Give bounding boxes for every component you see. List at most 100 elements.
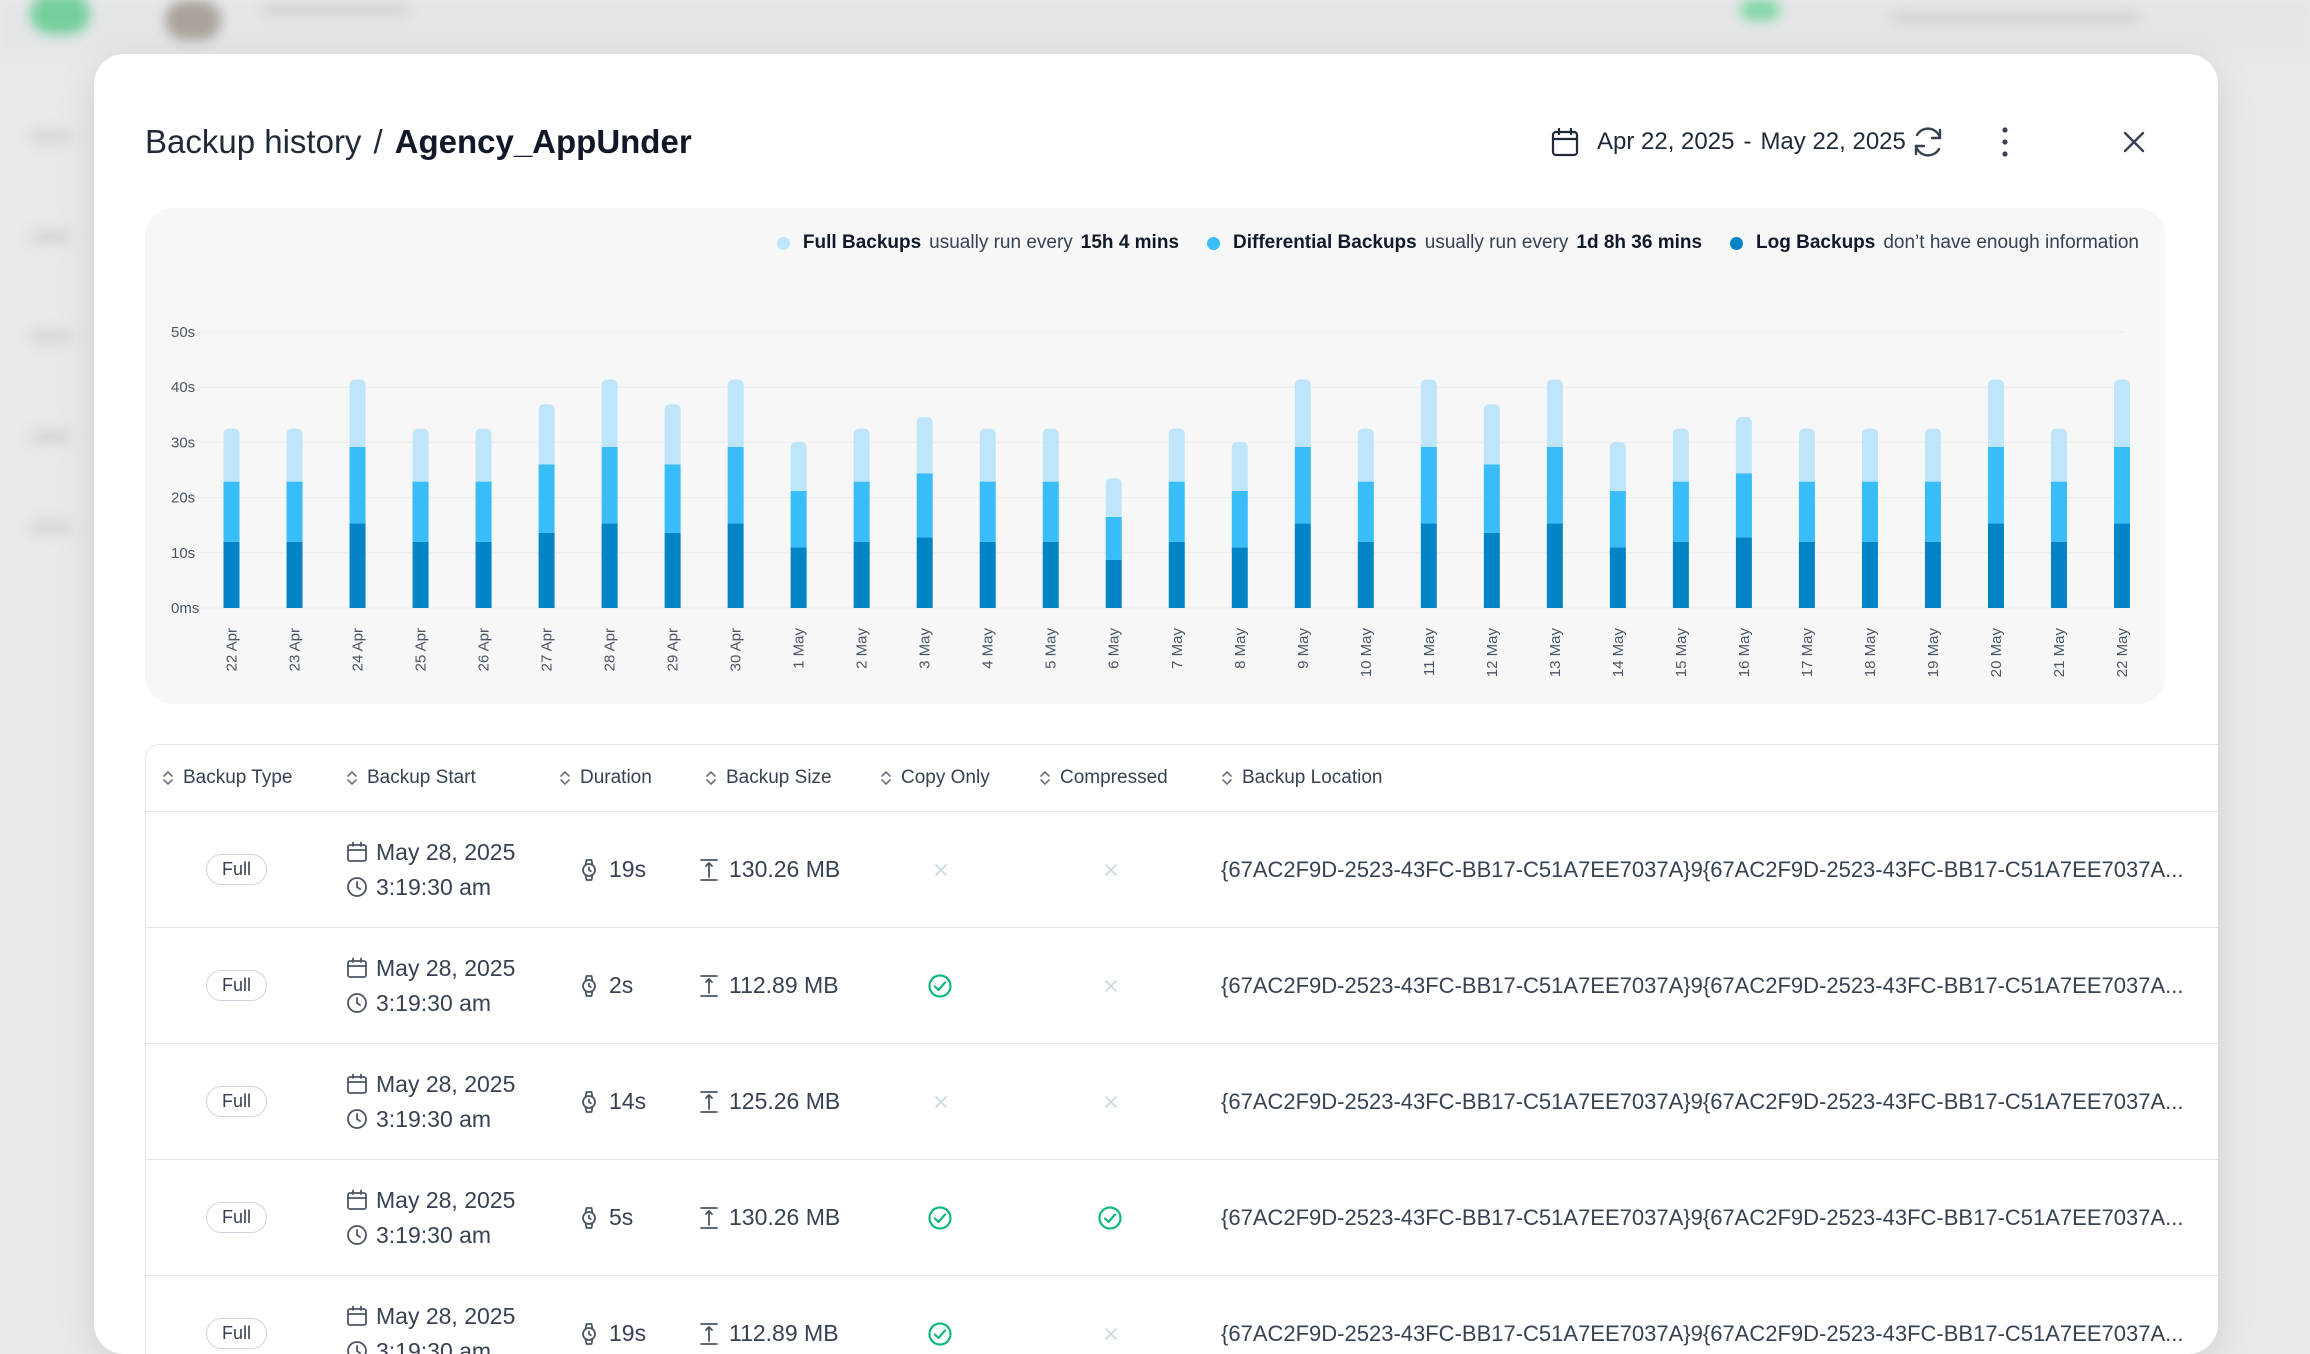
background-text [1890, 10, 2140, 24]
bar-segment [791, 442, 807, 491]
bar-segment [1925, 482, 1941, 542]
duration-cell: 19s [579, 812, 646, 927]
clock-icon [346, 876, 368, 898]
bar-segment [1610, 547, 1626, 608]
sort-icon [559, 769, 571, 787]
backup-time: 3:19:30 am [376, 1338, 491, 1354]
breadcrumb-current: Agency_AppUnder [395, 123, 692, 160]
backup-location-cell[interactable]: {67AC2F9D-2523-43FC-BB17-C51A7EE7037A}9{… [1221, 1044, 2211, 1159]
bar-segment [539, 464, 555, 532]
column-header-copy-only[interactable]: Copy Only [880, 745, 990, 811]
backup-time: 3:19:30 am [376, 1106, 491, 1133]
x-tick-label: 9 May [1295, 628, 1312, 669]
sort-icon [1221, 769, 1233, 787]
backup-date: May 28, 2025 [376, 839, 515, 866]
clock-icon [346, 1340, 368, 1354]
backup-location-cell[interactable]: {67AC2F9D-2523-43FC-BB17-C51A7EE7037A}9{… [1221, 1276, 2211, 1354]
bar-segment [1925, 429, 1941, 482]
column-header-compressed[interactable]: Compressed [1039, 745, 1168, 811]
backup-table: Backup Type Backup Start Duration Backup Si… [145, 744, 2218, 1354]
bar-segment [854, 542, 870, 608]
duration-cell: 2s [579, 928, 633, 1043]
more-options-button[interactable] [1981, 118, 2029, 166]
bar-segment [1232, 491, 1248, 547]
bar-segment [1799, 429, 1815, 482]
backup-type-badge: Full [206, 1086, 267, 1117]
compressed-cell [1104, 1276, 1118, 1354]
calendar-icon [346, 1189, 368, 1211]
bar-segment [1547, 447, 1563, 524]
background-text [260, 2, 410, 16]
bar-segment [854, 482, 870, 542]
stopwatch-icon [579, 974, 599, 998]
close-button[interactable] [2110, 118, 2158, 166]
clock-icon [346, 992, 368, 1014]
column-header-label: Compressed [1060, 767, 1168, 789]
y-tick-label: 30s [171, 434, 195, 451]
bar-segment [1169, 482, 1185, 542]
backup-location-cell[interactable]: {67AC2F9D-2523-43FC-BB17-C51A7EE7037A}9{… [1221, 812, 2211, 927]
duration-value: 5s [609, 1204, 633, 1231]
background-logo [30, 0, 90, 34]
column-header-backup-size[interactable]: Backup Size [705, 745, 832, 811]
modal-header: Backup history/Agency_AppUnder Apr 22, 2… [145, 118, 2167, 166]
backup-date: May 28, 2025 [376, 1071, 515, 1098]
compressed-cell [1104, 1044, 1118, 1159]
x-tick-label: 22 Apr [224, 628, 241, 671]
clock-icon [346, 1108, 368, 1130]
date-range-end: May 22, 2025 [1760, 128, 1905, 156]
backup-type-cell: Full [206, 812, 267, 927]
column-header-backup-type[interactable]: Backup Type [162, 745, 293, 811]
size-value: 112.89 MB [729, 972, 839, 999]
copy-only-cell [934, 1044, 948, 1159]
bar-segment [665, 464, 681, 532]
bar-segment [1043, 429, 1059, 482]
backup-type-badge: Full [206, 1318, 267, 1349]
bar-segment [413, 542, 429, 608]
column-header-backup-start[interactable]: Backup Start [346, 745, 476, 811]
bar-segment [1421, 524, 1437, 608]
x-tick-label: 10 May [1358, 628, 1375, 678]
bar-segment [1799, 542, 1815, 608]
cross-icon [1104, 863, 1118, 877]
date-range-picker[interactable]: Apr 22, 2025 - May 22, 2025 [1551, 118, 1906, 166]
breadcrumb-parent[interactable]: Backup history [145, 123, 361, 160]
bar-segment [350, 379, 366, 446]
size-value: 130.26 MB [729, 1204, 840, 1231]
backup-location-cell[interactable]: {67AC2F9D-2523-43FC-BB17-C51A7EE7037A}9{… [1221, 928, 2211, 1043]
bar-segment [602, 524, 618, 608]
column-header-label: Copy Only [901, 767, 990, 789]
bar-segment [1232, 442, 1248, 491]
x-tick-label: 4 May [980, 628, 997, 669]
bar-segment [791, 547, 807, 608]
x-tick-label: 30 Apr [728, 628, 745, 671]
calendar-icon [346, 957, 368, 979]
duration-cell: 5s [579, 1160, 633, 1275]
bar-segment [980, 429, 996, 482]
backup-type-cell: Full [206, 1160, 267, 1275]
refresh-button[interactable] [1904, 118, 1952, 166]
column-header-backup-location[interactable]: Backup Location [1221, 745, 1383, 811]
bar-segment [917, 417, 933, 473]
bar-segment [728, 447, 744, 524]
bar-segment [1610, 491, 1626, 547]
more-vertical-icon [2000, 126, 2010, 158]
column-header-label: Backup Location [1242, 767, 1383, 789]
size-value: 112.89 MB [729, 1320, 839, 1347]
x-tick-label: 18 May [1862, 628, 1879, 678]
copy-only-cell [934, 812, 948, 927]
column-header-duration[interactable]: Duration [559, 745, 652, 811]
y-tick-label: 10s [171, 545, 195, 562]
table-header: Backup Type Backup Start Duration Backup Si… [145, 744, 2218, 812]
backup-location-cell[interactable]: {67AC2F9D-2523-43FC-BB17-C51A7EE7037A}9{… [1221, 1160, 2211, 1275]
x-tick-label: 22 May [2114, 628, 2131, 678]
size-cell: 130.26 MB [699, 812, 840, 927]
bar-segment [1799, 482, 1815, 542]
y-tick-label: 20s [171, 490, 195, 507]
copy-only-cell [927, 1276, 953, 1354]
